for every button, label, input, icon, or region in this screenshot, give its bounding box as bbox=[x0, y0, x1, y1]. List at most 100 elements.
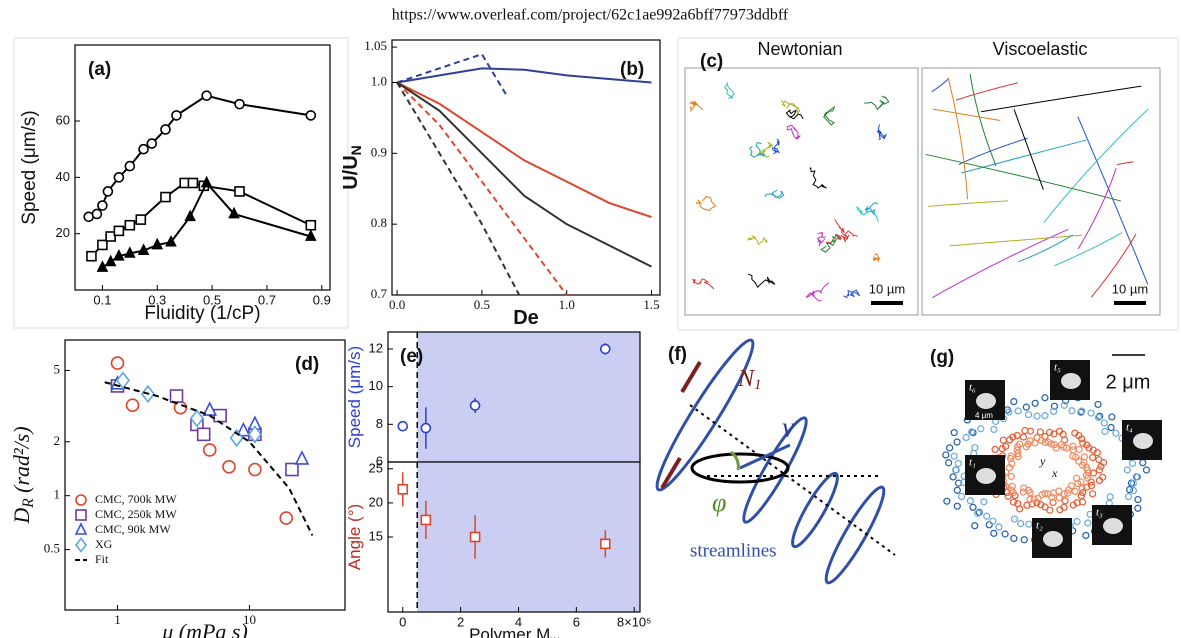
ring-point bbox=[968, 428, 976, 436]
ring-point bbox=[1071, 487, 1079, 496]
ring-point bbox=[1041, 412, 1049, 420]
point bbox=[234, 98, 245, 110]
ring-point bbox=[953, 438, 961, 446]
y-tick-label: 8 bbox=[376, 416, 383, 431]
ring-point bbox=[1069, 501, 1077, 509]
ring-point bbox=[1050, 402, 1058, 410]
ring-point bbox=[949, 473, 957, 481]
x-tick-label: 1.0 bbox=[559, 297, 575, 312]
trajectory bbox=[1090, 233, 1137, 298]
y-tick-label: 40 bbox=[56, 169, 70, 184]
ring-point bbox=[1008, 482, 1016, 490]
axis-label-text: Speed (μm/s) bbox=[345, 346, 364, 448]
time-label: t₆ bbox=[969, 382, 976, 394]
line bbox=[396, 81, 521, 296]
ring-point bbox=[1101, 427, 1109, 436]
ring-point bbox=[1097, 462, 1105, 471]
x-tick-label: 0 bbox=[399, 614, 406, 629]
ring-point bbox=[985, 521, 993, 529]
ring-point bbox=[1126, 486, 1134, 494]
point bbox=[294, 450, 310, 465]
angle-arc bbox=[730, 450, 740, 471]
x-tick-label: 10 bbox=[243, 612, 256, 627]
ring-point bbox=[1050, 430, 1058, 438]
axis-label-sub: w bbox=[549, 633, 559, 638]
ring-point bbox=[1037, 436, 1045, 445]
image-title: Newtonian bbox=[757, 39, 842, 59]
y-tick-label: 6 bbox=[376, 453, 383, 468]
ring-point bbox=[1062, 444, 1071, 452]
ring-point bbox=[995, 523, 1003, 531]
ring-point bbox=[989, 517, 997, 525]
trajectory bbox=[949, 234, 1083, 247]
x-tick-label: 1.5 bbox=[643, 297, 659, 312]
point bbox=[305, 110, 317, 121]
shaded-region bbox=[417, 462, 640, 612]
ring-point bbox=[1089, 469, 1098, 477]
ring-point bbox=[1087, 409, 1095, 417]
point bbox=[138, 143, 149, 155]
axis-label: U/UN bbox=[340, 145, 363, 190]
y-tick-label: 1.05 bbox=[364, 38, 387, 53]
x-tick-label: 8×10⁵ bbox=[617, 614, 652, 629]
ellipse bbox=[791, 471, 839, 549]
ring-point bbox=[1134, 504, 1142, 512]
ring-point bbox=[1078, 407, 1086, 415]
ring-point bbox=[1008, 460, 1016, 468]
trajectory bbox=[809, 166, 827, 189]
ring-point bbox=[1073, 499, 1081, 507]
ring-point bbox=[974, 509, 982, 517]
ring-point bbox=[1052, 444, 1060, 452]
point bbox=[115, 371, 130, 390]
ring-point bbox=[975, 508, 983, 516]
ring-point bbox=[1068, 407, 1076, 415]
ring-point bbox=[1093, 448, 1101, 457]
ring-point bbox=[1073, 517, 1081, 526]
ring-point bbox=[953, 502, 961, 510]
axis-label-text: U/U bbox=[340, 155, 362, 189]
x-tick-label: 0.5 bbox=[474, 297, 490, 312]
ring-point bbox=[1060, 490, 1068, 498]
ring-point bbox=[957, 492, 966, 501]
force-arrow bbox=[660, 456, 682, 490]
point bbox=[279, 511, 294, 525]
axis-label-text: Polymer M bbox=[469, 625, 550, 638]
ring-point bbox=[971, 444, 979, 452]
ring-point bbox=[1142, 466, 1151, 474]
y-tick-label: 0.7 bbox=[371, 286, 388, 301]
ring-point bbox=[1061, 497, 1069, 505]
ring-point bbox=[1009, 433, 1017, 441]
point bbox=[285, 462, 299, 477]
point bbox=[247, 425, 262, 444]
trajectory bbox=[805, 282, 830, 302]
ring-point bbox=[954, 459, 962, 468]
time-label: t₂ bbox=[1036, 520, 1043, 532]
trajectory bbox=[747, 273, 776, 289]
ring-point bbox=[1010, 397, 1018, 406]
legend-label: Fit bbox=[95, 552, 109, 566]
scale-label: 2 μm bbox=[1106, 371, 1151, 393]
trajectory bbox=[691, 278, 715, 290]
symbol: N1 bbox=[737, 366, 762, 394]
trajectory bbox=[749, 141, 766, 158]
panel-label: (d) bbox=[295, 354, 319, 375]
trajectory bbox=[1077, 168, 1117, 250]
ring-point bbox=[1064, 489, 1072, 497]
axis-symbol: y bbox=[1039, 454, 1046, 468]
trajectory bbox=[764, 189, 785, 199]
point bbox=[201, 90, 212, 101]
ring-point bbox=[1106, 493, 1114, 501]
legend-label: CMC, 90k MW bbox=[95, 522, 171, 536]
point bbox=[189, 409, 204, 428]
trajectory bbox=[820, 233, 841, 253]
y-tick-label: 2 bbox=[54, 433, 61, 448]
point bbox=[236, 421, 251, 437]
ring-point bbox=[1056, 506, 1064, 514]
point bbox=[97, 239, 108, 251]
point bbox=[102, 186, 114, 197]
ring-point bbox=[1108, 413, 1116, 421]
axis-label: Fluidity (1/cP) bbox=[144, 303, 260, 324]
trajectory bbox=[786, 124, 801, 140]
ring-point bbox=[1020, 536, 1028, 544]
trajectory bbox=[955, 82, 1019, 101]
